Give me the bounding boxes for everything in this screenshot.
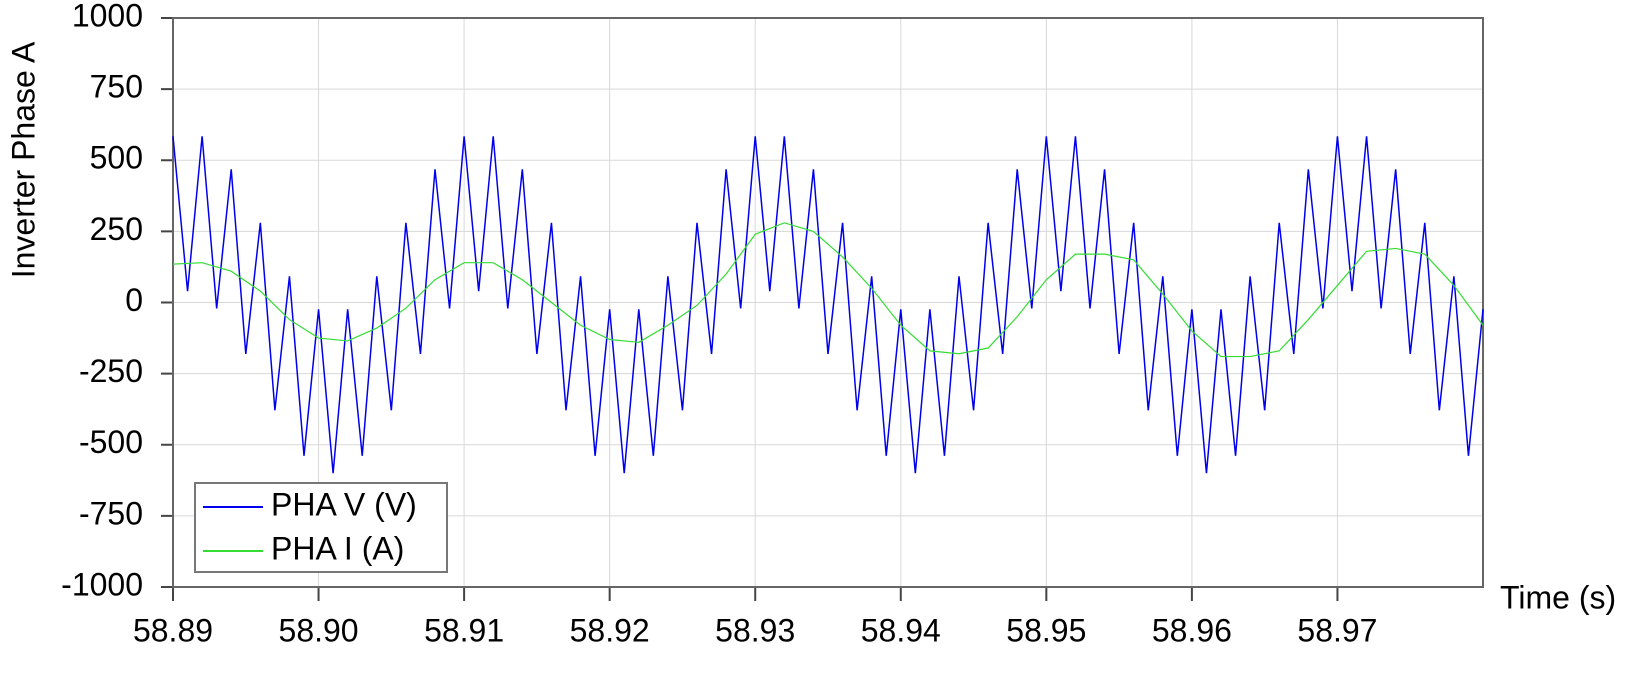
x-tick-label: 58.89 (133, 612, 213, 648)
y-tick-label: 1000 (72, 0, 143, 33)
y-tick-label: 500 (90, 140, 143, 176)
x-tick-label: 58.97 (1297, 612, 1377, 648)
y-tick-label: 750 (90, 69, 143, 105)
legend-box (194, 482, 448, 573)
x-tick-label: 58.92 (570, 612, 650, 648)
y-tick-label: 0 (125, 282, 143, 318)
series-line (172, 136, 1484, 474)
legend-label: PHA I (A) (271, 530, 404, 566)
y-tick-label: -500 (79, 424, 143, 460)
x-tick-label: 58.94 (861, 612, 941, 648)
y-tick-label: -250 (79, 353, 143, 389)
x-tick-label: 58.96 (1152, 612, 1232, 648)
series-line (172, 222, 1484, 358)
x-axis-label: Time (s) (1500, 579, 1616, 615)
y-axis-label: Inverter Phase A (5, 41, 41, 278)
legend-label: PHA V (V) (271, 486, 417, 522)
y-tick-label: -1000 (61, 566, 143, 602)
x-tick-label: 58.93 (715, 612, 795, 648)
x-tick-label: 58.95 (1006, 612, 1086, 648)
x-tick-label: 58.91 (424, 612, 504, 648)
y-tick-label: 250 (90, 211, 143, 247)
x-tick-label: 58.90 (279, 612, 359, 648)
plot-frame (172, 17, 1484, 588)
y-tick-label: -750 (79, 495, 143, 531)
